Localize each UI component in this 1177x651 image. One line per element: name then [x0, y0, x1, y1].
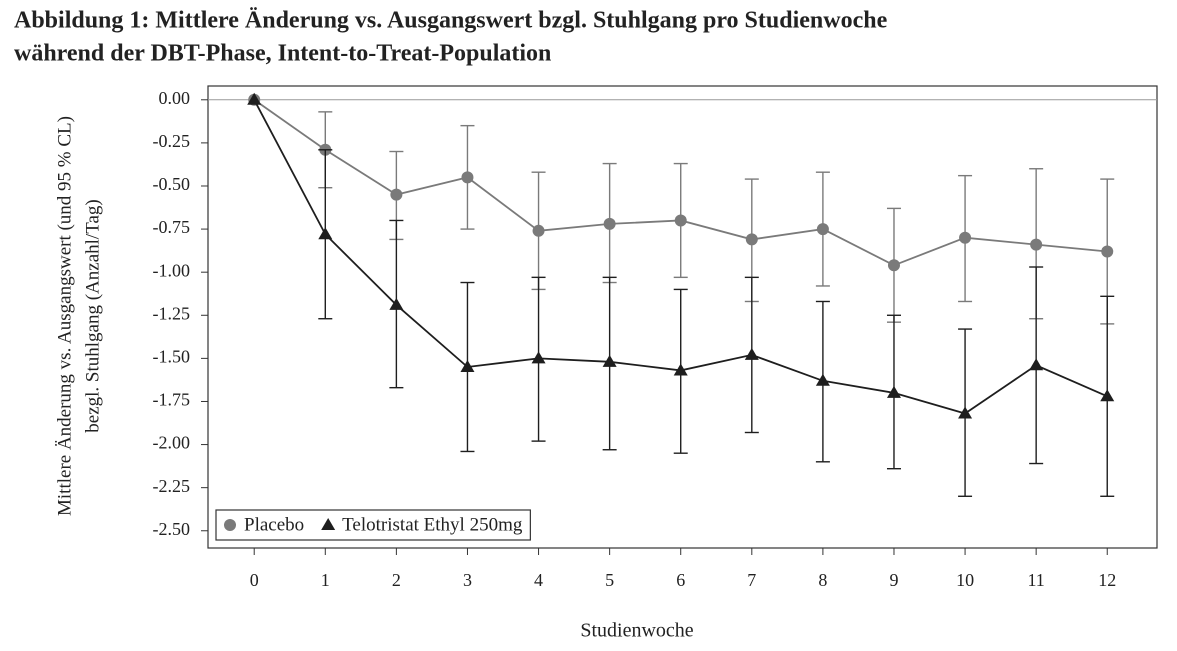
x-tick-label: 10: [956, 570, 974, 590]
marker: [1030, 238, 1043, 251]
marker: [886, 385, 901, 398]
marker: [959, 231, 972, 244]
y-tick-label: -1.25: [153, 303, 191, 323]
marker: [603, 217, 616, 230]
y-tick-label: -2.00: [153, 433, 191, 453]
x-tick-label: 3: [463, 570, 472, 590]
marker: [958, 406, 973, 419]
y-axis-label: bezgl. Stuhlgang (Anzahl/Tag): [82, 199, 103, 432]
x-tick-label: 12: [1098, 570, 1116, 590]
marker: [390, 188, 403, 201]
legend: Placebo Telotristat Ethyl 250mg: [215, 509, 531, 541]
marker: [674, 214, 687, 227]
marker: [321, 518, 336, 530]
x-tick-label: 2: [392, 570, 401, 590]
y-tick-label: -0.50: [153, 174, 191, 194]
marker: [224, 519, 236, 531]
plot-frame: [207, 85, 1158, 549]
marker: [1101, 245, 1114, 258]
marker: [1029, 358, 1044, 371]
chart-title: Abbildung 1: Mittlere Änderung vs. Ausga…: [14, 8, 888, 34]
marker: [1100, 389, 1115, 402]
y-tick-label: -1.00: [153, 260, 191, 280]
marker: [247, 92, 262, 105]
x-tick-label: 1: [321, 570, 330, 590]
y-tick-label: -1.50: [153, 346, 191, 366]
legend-label: Telotristat Ethyl 250mg: [342, 514, 523, 535]
series: [247, 92, 1115, 497]
marker: [318, 227, 333, 240]
marker: [461, 171, 474, 184]
marker: [744, 347, 759, 360]
marker: [602, 354, 617, 367]
y-tick-label: -0.75: [153, 217, 191, 237]
marker: [532, 224, 545, 237]
marker: [815, 373, 830, 386]
x-axis-label: Studienwoche: [580, 620, 693, 642]
y-tick-label: -0.25: [153, 131, 191, 151]
legend-label: Placebo: [244, 514, 304, 535]
y-tick-label: -1.75: [153, 390, 191, 410]
marker: [887, 259, 900, 272]
marker: [389, 297, 404, 310]
x-tick-label: 4: [534, 570, 543, 590]
x-tick-label: 9: [889, 570, 898, 590]
x-tick-label: 5: [605, 570, 614, 590]
marker: [816, 223, 829, 236]
legend-box: [215, 509, 531, 541]
y-tick-label: -2.50: [153, 519, 191, 539]
y-axis-label: Mittlere Änderung vs. Ausgangswert (und …: [54, 116, 75, 516]
y-tick-label: -2.25: [153, 476, 191, 496]
marker: [460, 359, 475, 372]
x-tick-label: 7: [747, 570, 756, 590]
x-tick-label: 6: [676, 570, 685, 590]
marker: [673, 363, 688, 376]
y-tick-label: 0.00: [159, 88, 191, 108]
marker: [745, 233, 758, 246]
x-tick-label: 8: [818, 570, 827, 590]
x-tick-label: 0: [250, 570, 259, 590]
marker: [531, 351, 546, 364]
chart-title: während der DBT-Phase, Intent-to-Treat-P…: [14, 41, 551, 67]
x-tick-label: 11: [1027, 570, 1044, 590]
